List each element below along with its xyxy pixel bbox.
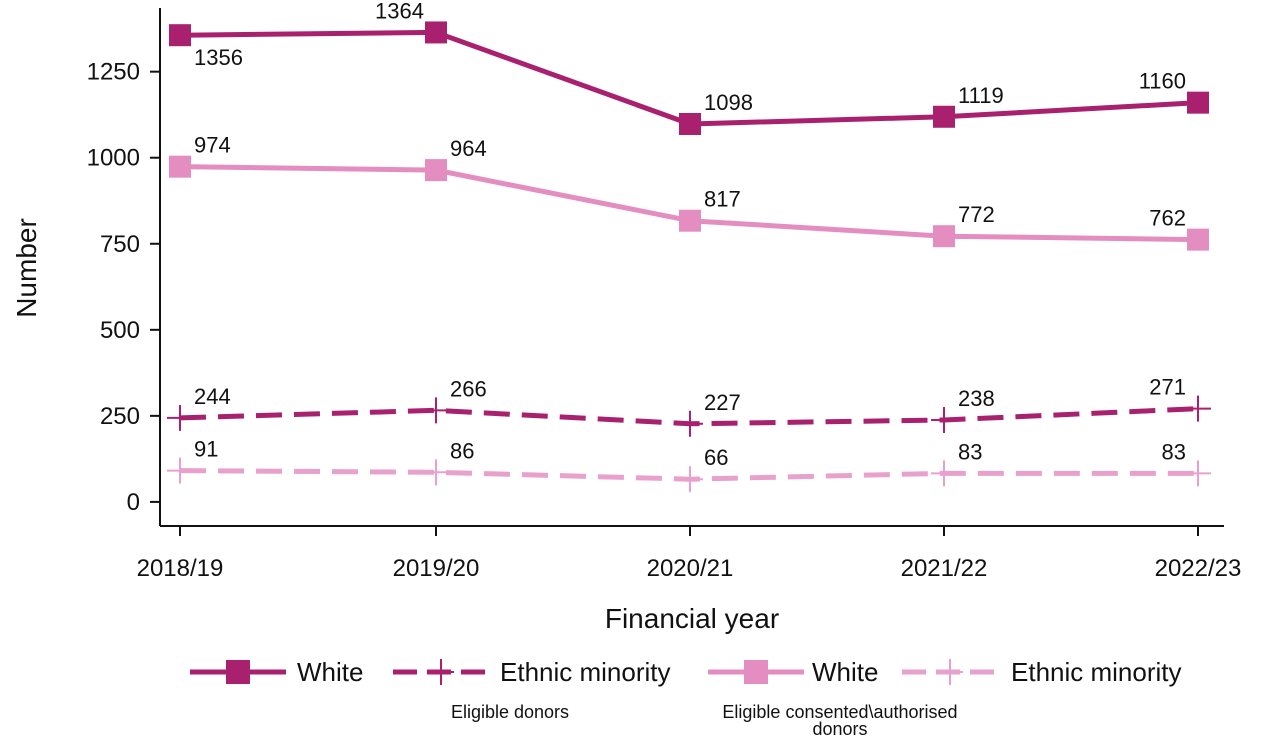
legend-label-0: White <box>297 657 363 687</box>
data-label: 1364 <box>375 0 424 23</box>
data-labels: 1356 1364 1098 1119 1160 244 266 227 238 271 974 96… <box>194 0 1186 470</box>
x-tick-label: 2020/21 <box>647 555 734 582</box>
legend-group-label-line: donors <box>812 719 867 739</box>
y-tick-label: 1000 <box>87 145 140 172</box>
data-point <box>169 24 191 47</box>
data-label: 66 <box>704 445 728 470</box>
data-point <box>679 112 701 135</box>
legend-label-1: Ethnic minority <box>500 657 671 687</box>
data-point <box>933 105 955 128</box>
data-point <box>677 466 703 493</box>
legend-marker-3 <box>937 659 963 685</box>
legend-marker-1 <box>428 659 454 685</box>
data-point <box>1187 91 1209 114</box>
legend: White Ethnic minority White Ethnic minority… <box>190 657 1182 739</box>
legend-label-2: White <box>812 657 878 687</box>
legend-group-label: Eligible donors <box>451 702 569 722</box>
data-point <box>425 159 447 182</box>
y-tick-label: 500 <box>100 317 140 344</box>
data-point <box>677 410 703 437</box>
x-tick-label: 2018/19 <box>137 555 224 582</box>
x-tick-label: 2019/20 <box>393 555 480 582</box>
data-label: 1356 <box>194 45 243 70</box>
data-label: 86 <box>450 438 474 463</box>
data-point <box>169 155 191 178</box>
data-label: 772 <box>958 202 995 227</box>
data-point <box>931 406 957 433</box>
data-point <box>1185 460 1211 487</box>
legend-label-3: Ethnic minority <box>1011 657 1182 687</box>
axes: 0 250 500 750 1000 1250 2018/19 2019/20 2020/21 2… <box>87 8 1242 582</box>
data-label: 83 <box>1162 439 1186 464</box>
data-label: 974 <box>194 133 231 158</box>
data-label: 83 <box>958 439 982 464</box>
x-tick-label: 2021/22 <box>901 555 988 582</box>
y-tick-label: 0 <box>127 489 140 516</box>
data-label: 1098 <box>704 90 753 115</box>
data-point <box>1187 228 1209 251</box>
y-tick-label: 250 <box>100 403 140 430</box>
legend-group-label: Eligible consented\authorised donors <box>722 702 957 739</box>
data-label: 964 <box>450 136 487 161</box>
series-markers <box>167 21 1211 493</box>
data-point <box>423 459 449 486</box>
data-label: 762 <box>1149 206 1186 231</box>
data-label: 271 <box>1149 375 1186 400</box>
data-label: 91 <box>194 437 218 462</box>
data-point <box>167 404 193 431</box>
x-tick-label: 2022/23 <box>1155 555 1242 582</box>
data-point <box>679 209 701 232</box>
data-label: 244 <box>194 384 231 409</box>
y-tick-label: 750 <box>100 231 140 258</box>
data-label: 817 <box>704 187 741 212</box>
data-label: 1119 <box>958 83 1004 108</box>
data-point <box>425 21 447 44</box>
legend-marker-2 <box>744 660 768 684</box>
series-line-0 <box>179 29 1199 127</box>
legend-marker-0 <box>226 660 250 684</box>
data-point <box>933 225 955 248</box>
data-point <box>167 457 193 484</box>
data-point <box>423 397 449 424</box>
y-axis-title: Number <box>11 218 42 318</box>
x-axis-title: Financial year <box>605 603 779 634</box>
data-point <box>1185 395 1211 422</box>
data-label: 1160 <box>1139 69 1186 94</box>
data-point <box>931 460 957 487</box>
legend-group-label-line: Eligible consented\authorised <box>722 702 957 722</box>
y-tick-label: 1250 <box>87 59 140 86</box>
data-label: 238 <box>958 386 995 411</box>
data-label: 227 <box>704 390 741 415</box>
data-label: 266 <box>450 376 487 401</box>
